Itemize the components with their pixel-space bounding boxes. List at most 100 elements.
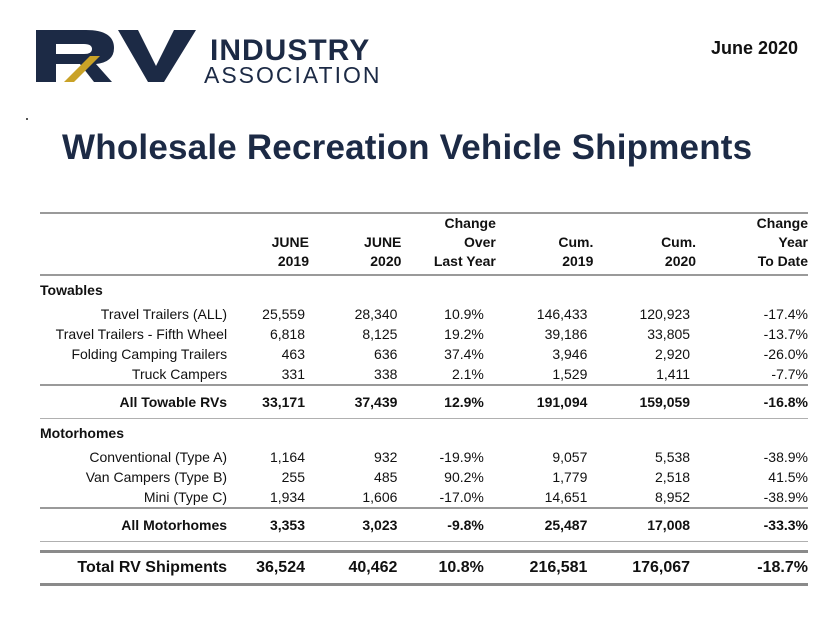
spacer-row — [40, 542, 808, 552]
towables-rows: Travel Trailers (ALL) 25,559 28,340 10.9% 14… — [40, 304, 808, 385]
value-cell: 176,067 — [632, 559, 691, 576]
row-label: Mini (Type C) — [143, 489, 228, 505]
header-june-2020: JUNE 2020 — [309, 214, 401, 275]
value-cell: 14,651 — [544, 489, 588, 505]
table-row: Van Campers (Type B) 255 485 90.2% 1,779 2,51… — [40, 467, 808, 487]
value-cell: -7.7% — [771, 366, 808, 382]
total-bottom-rule — [40, 583, 808, 587]
value-cell: 28,340 — [354, 306, 398, 322]
rv-logo-mark-icon — [36, 30, 196, 82]
value-cell: 3,353 — [269, 517, 305, 533]
towables-sub-rule — [40, 418, 808, 419]
logo-association-text: ASSOCIATION — [204, 62, 382, 88]
value-cell: 2,920 — [655, 346, 691, 362]
value-cell: 3,023 — [362, 517, 398, 533]
value-cell: 37.4% — [444, 346, 484, 362]
row-label: Travel Trailers - Fifth Wheel — [55, 326, 228, 342]
section-label: Motorhomes — [40, 425, 124, 441]
value-cell: 5,538 — [655, 449, 691, 465]
value-cell: 90.2% — [444, 469, 484, 485]
value-cell: 40,462 — [348, 559, 398, 576]
value-cell: 216,581 — [529, 559, 588, 576]
value-cell: 1,164 — [269, 449, 305, 465]
value-cell: 636 — [374, 346, 398, 362]
section-label: Towables — [40, 282, 103, 298]
table-row: Conventional (Type A) 1,164 932 -19.9% 9,057… — [40, 447, 808, 467]
value-cell: 25,487 — [544, 517, 588, 533]
subtotal-motorhomes: All Motorhomes 3,353 3,023 -9.8% 25,487 17,00… — [40, 509, 808, 542]
value-cell: 1,779 — [552, 469, 588, 485]
value-cell: 6,818 — [269, 326, 305, 342]
subtotal-towables: All Towable RVs 33,171 37,439 12.9% 191,094 1… — [40, 386, 808, 419]
value-cell: -26.0% — [763, 346, 808, 362]
value-cell: 255 — [281, 469, 305, 485]
table-row: Truck Campers 331 338 2.1% 1,529 1,411 -7.7% — [40, 364, 808, 385]
header-text: Year — [778, 234, 808, 250]
value-cell: 1,606 — [362, 489, 398, 505]
header-cum-2019: Cum. 2019 — [496, 214, 594, 275]
header-june-2019: JUNE 2019 — [235, 214, 309, 275]
header-text: JUNE — [364, 234, 402, 250]
header-text: Change — [756, 215, 808, 231]
row-label: Conventional (Type A) — [89, 449, 228, 465]
row-label: All Motorhomes — [121, 517, 228, 533]
value-cell: -9.8% — [447, 517, 484, 533]
value-cell: -33.3% — [763, 517, 808, 533]
value-cell: 8,125 — [362, 326, 398, 342]
shipments-table: JUNE 2019 JUNE 2020 Change Over Last Yea… — [40, 212, 808, 587]
motorhomes-sub-rule — [40, 541, 808, 542]
header-change-last-year: Change Over Last Year — [401, 214, 496, 275]
value-cell: 37,439 — [354, 394, 398, 410]
value-cell: 10.9% — [444, 306, 484, 322]
value-cell: 191,094 — [536, 394, 588, 410]
value-cell: -16.8% — [763, 394, 808, 410]
value-cell: 1,411 — [656, 366, 691, 382]
header-change-ytd: Change Year To Date — [696, 214, 808, 275]
header-cum-2020: Cum. 2020 — [593, 214, 696, 275]
page-title: Wholesale Recreation Vehicle Shipments — [62, 128, 753, 167]
value-cell: 2,518 — [655, 469, 691, 485]
value-cell: -13.7% — [763, 326, 808, 342]
row-label: Folding Camping Trailers — [71, 346, 228, 362]
value-cell: 159,059 — [639, 394, 691, 410]
section-towables: Towables — [40, 276, 808, 304]
value-cell: 33,171 — [262, 394, 305, 410]
rv-industry-association-logo: INDUSTRY ASSOCIATION — [34, 26, 414, 88]
value-cell: -19.9% — [439, 449, 484, 465]
header-text: Cum. — [558, 234, 594, 250]
value-cell: 10.8% — [438, 559, 484, 576]
logo-industry-text: INDUSTRY — [210, 34, 371, 67]
value-cell: -18.7% — [757, 559, 808, 576]
header-text: To Date — [757, 253, 808, 269]
value-cell: 17,008 — [647, 517, 691, 533]
header-text: 2020 — [370, 253, 402, 269]
header-text: Change — [444, 215, 496, 231]
report-date: June 2020 — [710, 38, 798, 58]
table-row: Folding Camping Trailers 463 636 37.4% 3,946… — [40, 344, 808, 364]
header-text: Over — [463, 234, 496, 250]
total-rv-shipments-row: Total RV Shipments 36,524 40,462 10.8% 216,5… — [40, 553, 808, 585]
motorhome-rows: Conventional (Type A) 1,164 932 -19.9% 9,057… — [40, 447, 808, 508]
value-cell: -38.9% — [763, 449, 808, 465]
header-text: JUNE — [271, 234, 309, 250]
value-cell: 12.9% — [444, 394, 484, 410]
value-cell: 3,946 — [552, 346, 588, 362]
header-text: 2019 — [562, 253, 594, 269]
value-cell: 932 — [374, 449, 398, 465]
value-cell: 463 — [281, 346, 305, 362]
row-label: Van Campers (Type B) — [85, 469, 228, 485]
row-label: Travel Trailers (ALL) — [100, 306, 228, 322]
header-text: Cum. — [661, 234, 697, 250]
header-text: 2020 — [664, 253, 697, 269]
row-label: All Towable RVs — [119, 394, 228, 410]
value-cell: 41.5% — [768, 469, 808, 485]
value-cell: 331 — [281, 366, 305, 382]
table-header-row: JUNE 2019 JUNE 2020 Change Over Last Yea… — [40, 214, 808, 275]
table-row: Mini (Type C) 1,934 1,606 -17.0% 14,651 8,952… — [40, 487, 808, 508]
table-row: Travel Trailers - Fifth Wheel 6,818 8,125 1… — [40, 324, 808, 344]
value-cell: 36,524 — [256, 559, 305, 576]
value-cell: 25,559 — [262, 306, 305, 322]
value-cell: 146,433 — [536, 306, 588, 322]
value-cell: 1,529 — [552, 366, 588, 382]
value-cell: 338 — [374, 366, 398, 382]
